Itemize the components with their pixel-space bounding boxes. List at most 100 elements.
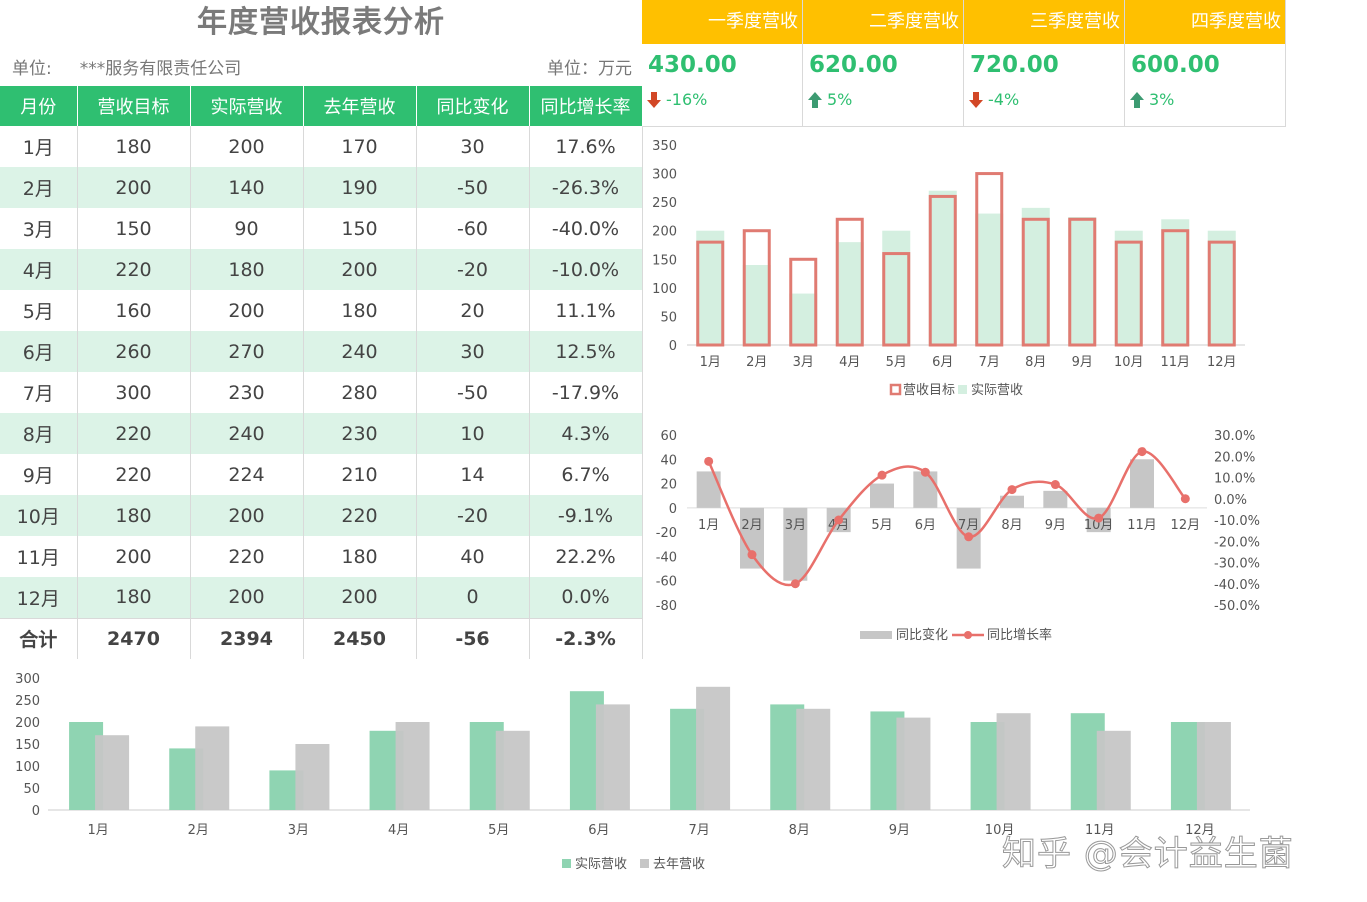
table-header-cell: 同比变化 bbox=[416, 86, 530, 126]
table-cell: 20 bbox=[416, 290, 530, 331]
y-tick-label: 300 bbox=[652, 168, 677, 183]
quarter-card: 四季度营收 600.00 3% bbox=[1125, 0, 1286, 127]
x-tick-label: 6月 bbox=[915, 518, 936, 533]
target-bar bbox=[789, 257, 818, 347]
table-cell: 170 bbox=[303, 126, 417, 167]
actual-bar bbox=[1114, 230, 1143, 345]
table-cell: 200 bbox=[303, 577, 417, 618]
table-header-row: 月份 营收目标 实际营收 去年营收 同比变化 同比增长率 bbox=[0, 86, 643, 126]
y-tick-label: 40 bbox=[660, 453, 677, 468]
table-header-cell: 月份 bbox=[0, 86, 78, 126]
y-tick-label: 0 bbox=[669, 502, 677, 517]
y-tick-label: 250 bbox=[652, 196, 677, 211]
legend-swatch-lastyear bbox=[640, 859, 649, 868]
table-cell: 4.3% bbox=[529, 413, 643, 454]
table-cell: 180 bbox=[77, 495, 191, 536]
x-tick-label: 4月 bbox=[839, 355, 860, 370]
table-cell: 280 bbox=[303, 372, 417, 413]
actual-vs-lastyear-chart: 0 50 100 150 200 250 300 1月 2月 3月 4月 5月 6月 7月 8月 9月 10月 1… bbox=[15, 672, 1250, 872]
legend-label: 营收目标 bbox=[903, 383, 955, 398]
x-tick-label: 11月 bbox=[1127, 518, 1157, 533]
legend-label: 同比增长率 bbox=[987, 627, 1052, 643]
table-cell: 270 bbox=[190, 331, 304, 372]
target-bar bbox=[1068, 217, 1097, 347]
table-cell: 210 bbox=[303, 454, 417, 495]
table-cell: -60 bbox=[416, 208, 530, 249]
y-tick-label: -20 bbox=[656, 526, 677, 541]
x-tick-label: 1月 bbox=[87, 823, 108, 838]
y2-tick-label: 0.0% bbox=[1214, 493, 1247, 508]
change-bar bbox=[696, 471, 721, 508]
total-cell: 2470 bbox=[77, 617, 191, 659]
change-bar bbox=[870, 483, 894, 508]
table-cell: -10.0% bbox=[529, 249, 643, 290]
total-cell: 2450 bbox=[303, 617, 417, 659]
y2-tick-label: -10.0% bbox=[1214, 514, 1260, 529]
lastyear-bar bbox=[996, 713, 1031, 810]
table-row: 6月 260 270 240 30 12.5% bbox=[0, 331, 643, 372]
y-tick-label: 50 bbox=[660, 310, 677, 325]
table-cell: 240 bbox=[190, 413, 304, 454]
y-tick-label: 250 bbox=[15, 694, 40, 709]
x-tick-label: 10月 bbox=[985, 823, 1015, 838]
target-bar bbox=[1207, 240, 1236, 347]
x-tick-label: 9月 bbox=[889, 823, 910, 838]
lastyear-bar bbox=[295, 744, 330, 810]
x-tick-label: 12月 bbox=[1185, 823, 1215, 838]
table-cell: 40 bbox=[416, 536, 530, 577]
table-cell: -9.1% bbox=[529, 495, 643, 536]
arrow-up-icon bbox=[1130, 91, 1144, 108]
y-tick-label: 200 bbox=[652, 225, 677, 240]
table-cell: 150 bbox=[303, 208, 417, 249]
lastyear-bar bbox=[495, 730, 530, 810]
change-bar bbox=[913, 471, 938, 508]
actual-bar bbox=[975, 213, 1004, 345]
total-cell: 2394 bbox=[190, 617, 304, 659]
x-tick-label: 3月 bbox=[288, 823, 309, 838]
growth-rate-point bbox=[1180, 494, 1190, 504]
table-header-cell: 去年营收 bbox=[303, 86, 417, 126]
x-tick-label: 5月 bbox=[871, 518, 892, 533]
actual-bar bbox=[928, 190, 957, 345]
table-cell: 220 bbox=[190, 536, 304, 577]
growth-rate-point bbox=[704, 456, 714, 466]
x-tick-label: 11月 bbox=[1160, 355, 1190, 370]
table-header-cell: 实际营收 bbox=[190, 86, 304, 126]
table-cell: 180 bbox=[303, 536, 417, 577]
arrow-down-icon bbox=[969, 91, 983, 108]
table-row: 2月 200 140 190 -50 -26.3% bbox=[0, 167, 643, 208]
y-tick-label: -80 bbox=[656, 599, 677, 614]
y-tick-label: 100 bbox=[15, 760, 40, 775]
y2-tick-label: -50.0% bbox=[1214, 599, 1260, 614]
lastyear-bar bbox=[696, 686, 731, 810]
table-cell: 180 bbox=[77, 126, 191, 167]
target-bar bbox=[742, 229, 771, 347]
table-cell: 3月 bbox=[0, 208, 78, 249]
quarter-change: 5% bbox=[803, 90, 963, 109]
x-tick-label: 8月 bbox=[1025, 355, 1046, 370]
actual-bar bbox=[742, 265, 771, 345]
table-cell: 220 bbox=[77, 249, 191, 290]
unit-label: 单位: bbox=[12, 59, 52, 79]
table-cell: 11.1% bbox=[529, 290, 643, 331]
target-bar bbox=[882, 252, 911, 347]
x-tick-label: 11月 bbox=[1085, 823, 1115, 838]
table-cell: 12.5% bbox=[529, 331, 643, 372]
y-tick-label: -40 bbox=[656, 550, 677, 565]
quarter-change: -16% bbox=[642, 90, 802, 109]
table-cell: 140 bbox=[190, 167, 304, 208]
actual-bar bbox=[789, 293, 818, 345]
lastyear-bar bbox=[595, 704, 630, 810]
x-tick-label: 12月 bbox=[1171, 518, 1201, 533]
growth-rate-point bbox=[1007, 485, 1017, 495]
x-tick-label: 8月 bbox=[789, 823, 810, 838]
revenue-table: 月份 营收目标 实际营收 去年营收 同比变化 同比增长率 1月 180 200 170 30 17.… bbox=[0, 86, 643, 659]
quarter-label: 四季度营收 bbox=[1125, 0, 1285, 44]
x-tick-label: 2月 bbox=[741, 518, 762, 533]
y2-tick-label: 20.0% bbox=[1214, 450, 1255, 465]
y-tick-label: 300 bbox=[15, 672, 40, 687]
legend-swatch-change bbox=[860, 631, 892, 639]
table-cell: -17.9% bbox=[529, 372, 643, 413]
table-cell: 200 bbox=[190, 290, 304, 331]
table-cell: -20 bbox=[416, 495, 530, 536]
